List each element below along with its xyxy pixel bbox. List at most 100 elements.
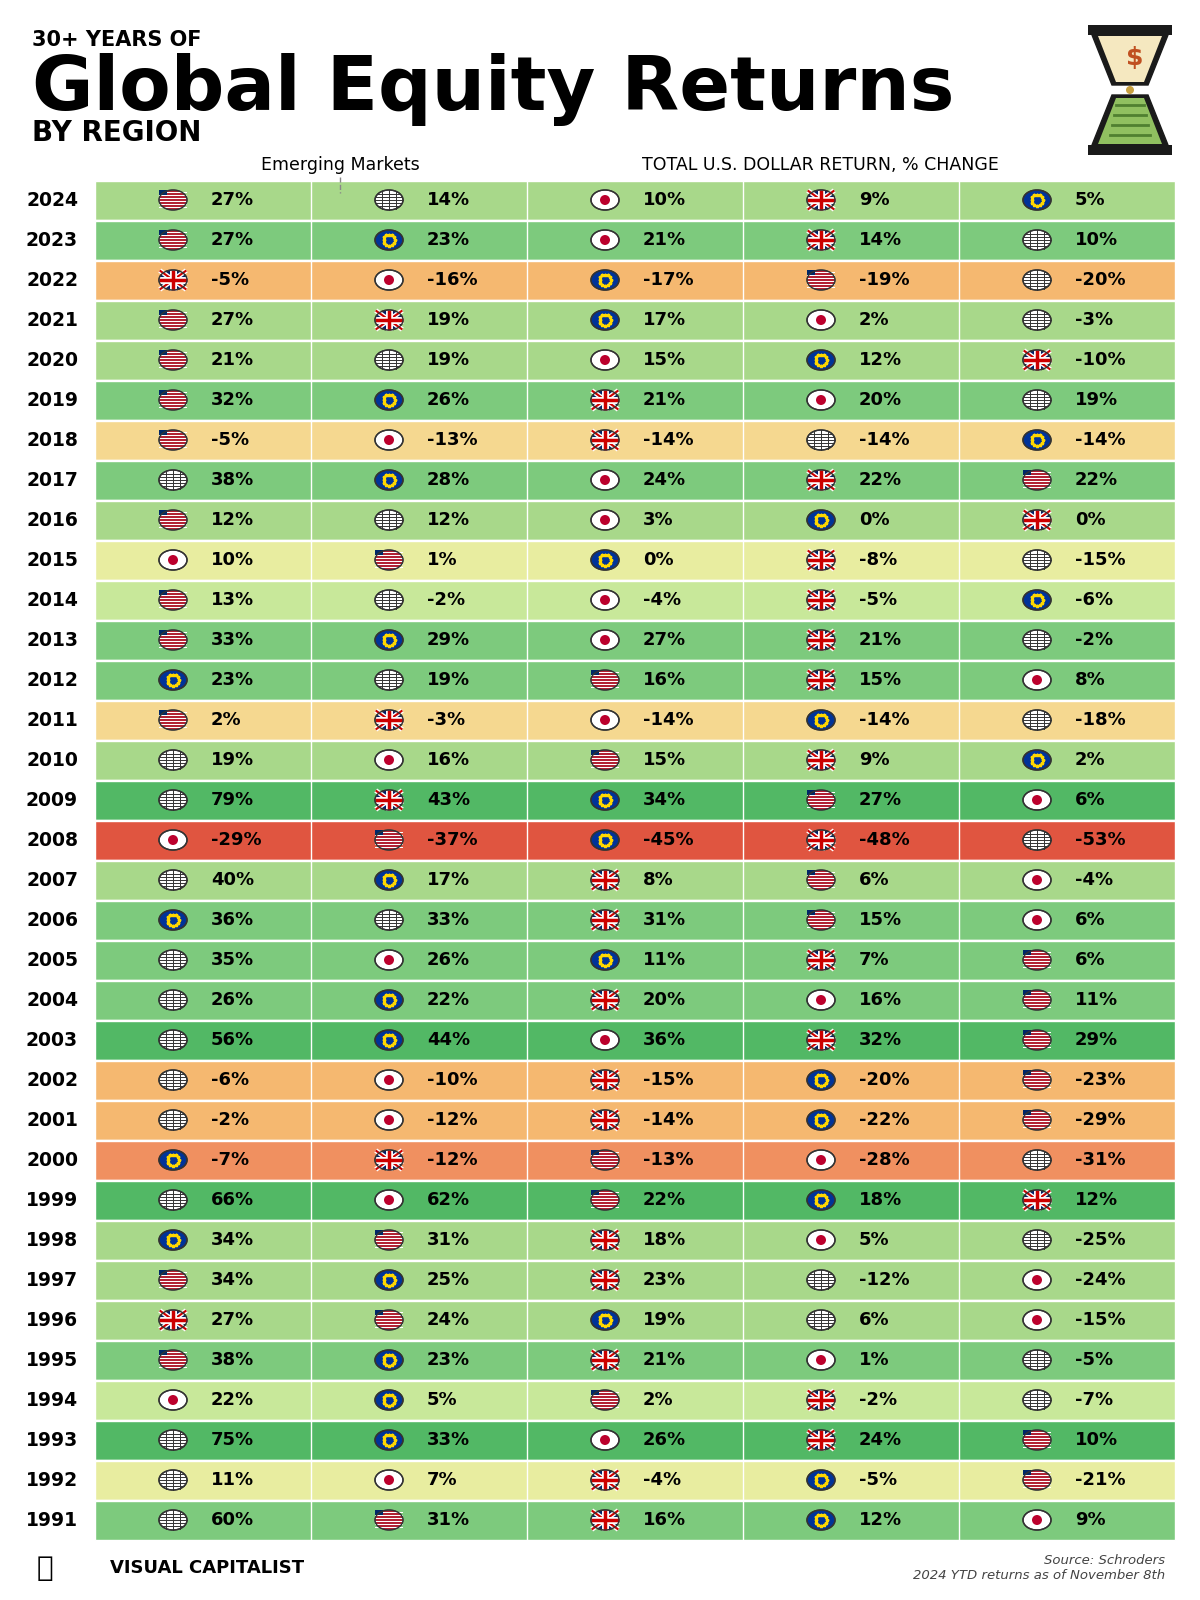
Text: 20%: 20% (859, 390, 902, 410)
Ellipse shape (158, 1270, 187, 1290)
FancyBboxPatch shape (95, 381, 1175, 419)
Ellipse shape (808, 510, 835, 530)
Ellipse shape (592, 1150, 619, 1170)
Text: 33%: 33% (211, 630, 254, 650)
Text: 18%: 18% (859, 1190, 902, 1210)
Text: 33%: 33% (427, 1430, 470, 1450)
Circle shape (1032, 875, 1042, 885)
Ellipse shape (1022, 350, 1051, 370)
Ellipse shape (158, 1150, 187, 1170)
Ellipse shape (592, 550, 619, 570)
Text: Source: Schroders
2024 YTD returns as of November 8th: Source: Schroders 2024 YTD returns as of… (913, 1554, 1165, 1582)
Ellipse shape (158, 590, 187, 610)
FancyBboxPatch shape (95, 341, 1175, 379)
Ellipse shape (1022, 1070, 1051, 1090)
Text: -25%: -25% (1075, 1230, 1126, 1250)
Text: 2%: 2% (859, 310, 889, 330)
FancyBboxPatch shape (808, 790, 816, 795)
Text: 6%: 6% (859, 1310, 889, 1330)
Text: 2005: 2005 (26, 950, 78, 970)
Ellipse shape (158, 1190, 187, 1210)
Text: -45%: -45% (643, 830, 694, 850)
FancyBboxPatch shape (95, 1501, 1175, 1539)
FancyBboxPatch shape (1088, 146, 1172, 155)
Text: -18%: -18% (1075, 710, 1126, 730)
Text: 24%: 24% (643, 470, 686, 490)
Ellipse shape (1022, 950, 1051, 970)
Ellipse shape (592, 1510, 619, 1530)
Text: -12%: -12% (427, 1150, 478, 1170)
FancyBboxPatch shape (1022, 990, 1032, 995)
FancyBboxPatch shape (158, 310, 168, 315)
Text: 3%: 3% (643, 510, 673, 530)
FancyBboxPatch shape (158, 430, 168, 435)
Circle shape (600, 475, 610, 485)
Ellipse shape (374, 1150, 403, 1170)
Ellipse shape (808, 750, 835, 770)
Text: -5%: -5% (211, 430, 250, 450)
Text: 19%: 19% (427, 310, 470, 330)
Text: 28%: 28% (427, 470, 470, 490)
Ellipse shape (808, 830, 835, 850)
Ellipse shape (374, 350, 403, 370)
FancyBboxPatch shape (808, 270, 816, 275)
FancyBboxPatch shape (95, 301, 1175, 339)
Text: 15%: 15% (859, 910, 902, 930)
Text: 17%: 17% (643, 310, 686, 330)
FancyBboxPatch shape (95, 1181, 1175, 1219)
Text: 33%: 33% (427, 910, 470, 930)
Ellipse shape (374, 1110, 403, 1130)
Text: -28%: -28% (859, 1150, 910, 1170)
Text: 2012: 2012 (26, 670, 78, 690)
Text: -12%: -12% (859, 1270, 910, 1290)
Text: -19%: -19% (859, 270, 910, 290)
Ellipse shape (808, 1510, 835, 1530)
Text: -3%: -3% (427, 710, 466, 730)
FancyBboxPatch shape (158, 630, 168, 635)
FancyBboxPatch shape (374, 550, 384, 555)
FancyBboxPatch shape (1022, 1030, 1032, 1035)
Text: 10%: 10% (643, 190, 686, 210)
Text: -6%: -6% (1075, 590, 1114, 610)
Text: 25%: 25% (427, 1270, 470, 1290)
Ellipse shape (808, 990, 835, 1010)
Ellipse shape (808, 1190, 835, 1210)
Text: -7%: -7% (211, 1150, 250, 1170)
Ellipse shape (592, 510, 619, 530)
Text: 2013: 2013 (26, 630, 78, 650)
Text: 1%: 1% (427, 550, 457, 570)
Ellipse shape (592, 1470, 619, 1490)
Circle shape (384, 1195, 394, 1205)
Ellipse shape (808, 1310, 835, 1330)
Ellipse shape (1022, 750, 1051, 770)
Circle shape (384, 1075, 394, 1085)
Ellipse shape (158, 670, 187, 690)
Text: 16%: 16% (643, 670, 686, 690)
FancyBboxPatch shape (1022, 1110, 1032, 1115)
Text: 2006: 2006 (26, 910, 78, 930)
FancyBboxPatch shape (158, 710, 168, 715)
Ellipse shape (1022, 470, 1051, 490)
Text: 44%: 44% (427, 1030, 470, 1050)
Text: 26%: 26% (427, 950, 470, 970)
Ellipse shape (158, 830, 187, 850)
Text: 27%: 27% (211, 190, 254, 210)
Text: 2009: 2009 (26, 790, 78, 810)
Ellipse shape (374, 1350, 403, 1370)
Ellipse shape (592, 590, 619, 610)
Ellipse shape (808, 470, 835, 490)
Ellipse shape (592, 1430, 619, 1450)
FancyBboxPatch shape (95, 741, 1175, 779)
Circle shape (816, 315, 826, 325)
Text: -4%: -4% (1075, 870, 1114, 890)
Ellipse shape (374, 1470, 403, 1490)
Text: 40%: 40% (211, 870, 254, 890)
Ellipse shape (374, 1430, 403, 1450)
Circle shape (600, 595, 610, 605)
Ellipse shape (374, 790, 403, 810)
FancyBboxPatch shape (95, 501, 1175, 539)
Text: VISUAL CAPITALIST: VISUAL CAPITALIST (110, 1558, 304, 1578)
Ellipse shape (592, 1030, 619, 1050)
Text: -6%: -6% (211, 1070, 250, 1090)
Ellipse shape (1022, 1430, 1051, 1450)
